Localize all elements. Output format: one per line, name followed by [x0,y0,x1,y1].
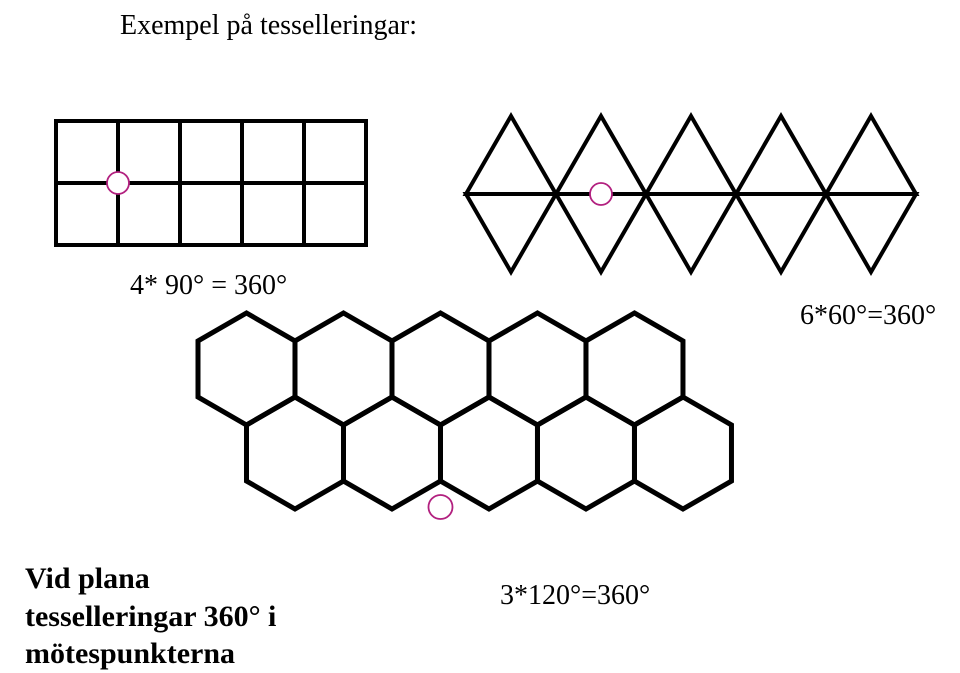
hexagon-tessellation [190,305,770,565]
square-tessellation [50,115,390,275]
triangle-tessellation [460,110,960,290]
bottom-line-3: mötespunkterna [25,635,276,673]
bottom-summary: Vid plana tesselleringar 360° i mötespun… [25,560,276,673]
page-title: Exempel på tesselleringar: [120,10,417,42]
page: Exempel på tesselleringar: 4* 90° = 360°… [0,0,960,663]
bottom-line-2: tesselleringar 360° i [25,598,276,636]
triangle-label: 6*60°=360° [800,300,936,332]
square-label: 4* 90° = 360° [130,270,287,302]
bottom-line-1: Vid plana [25,560,276,598]
hexagon-label: 3*120°=360° [500,580,650,612]
